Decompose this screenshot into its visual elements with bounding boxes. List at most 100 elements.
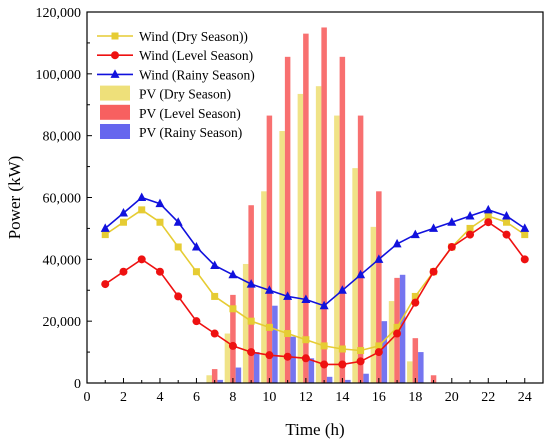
point-1-hour-7 [211,292,219,300]
bar-1-hour-18 [407,361,413,383]
point-3-hour-18 [410,229,420,239]
bar-1-hour-8 [224,333,231,383]
point-2-hour-17 [393,329,402,338]
bar-3-hour-15 [363,373,369,383]
point-3-hour-2 [118,207,128,217]
point-2-hour-1 [101,280,110,289]
point-3-hour-20 [447,217,457,226]
point-1-hour-13 [320,342,328,350]
x-tick-label-18: 18 [408,390,422,405]
point-2-hour-22 [484,218,493,227]
point-3-hour-1 [100,223,110,232]
bar-3-hour-13 [326,376,333,383]
x-tick-label-16: 16 [372,390,386,405]
bar-2-hour-10 [266,115,273,383]
bar-3-hour-18 [418,352,424,383]
bar-2-hour-12 [303,33,309,384]
bar-3-hour-14 [345,379,351,383]
point-3-hour-19 [429,223,439,232]
bar-2-hour-7 [211,369,218,383]
bar-2-hour-14 [339,56,346,384]
legend-label-2: Wind (Level Season) [139,48,253,63]
y-tick-label-40000: 40,000 [43,253,82,268]
y-tick-label-0: 0 [74,377,81,392]
bar-1-hour-17 [388,301,395,383]
x-tick-label-2: 2 [120,390,127,405]
point-3-hour-23 [502,211,512,220]
point-3-hour-11 [283,291,293,300]
bar-2-hour-11 [284,56,291,384]
bar-2-hour-13 [321,27,327,383]
bar-2-hour-8 [230,294,236,383]
x-tick-label-20: 20 [445,390,459,405]
point-3-hour-9 [246,279,256,288]
bar-3-hour-12 [308,358,315,383]
bar-1-hour-7 [206,375,212,383]
point-1-hour-3 [138,206,146,214]
bar-1-hour-12 [297,93,304,383]
point-2-hour-18 [411,298,420,307]
point-1-hour-9 [247,317,255,325]
x-tick-label-4: 4 [156,390,163,405]
point-1-hour-6 [192,268,200,276]
legend-swatch-4 [100,85,130,101]
legend-label-4: PV (Dry Season) [139,87,231,102]
point-2-hour-16 [374,348,383,357]
bar-1-hour-9 [242,263,249,383]
point-2-hour-5 [174,292,183,301]
x-tick-label-0: 0 [84,390,91,405]
lines-layer [100,192,530,369]
point-1-hour-4 [156,218,164,226]
bar-3-hour-11 [290,336,296,383]
point-1-hour-17 [393,323,401,331]
point-2-hour-9 [247,348,256,357]
legend-label-5: PV (Level Season) [139,106,241,121]
point-1-hour-12 [302,336,310,344]
point-2-hour-7 [210,329,219,338]
bar-1-hour-14 [334,115,340,383]
point-1-hour-11 [284,330,292,338]
legend-marker-2 [111,51,119,60]
point-2-hour-11 [283,352,292,361]
point-1-hour-8 [229,305,237,313]
point-3-hour-7 [210,260,220,270]
legend: Wind (Dry Season)) Wind (Level Season) Win… [97,29,255,140]
point-3-hour-14 [337,285,347,294]
point-1-hour-5 [174,243,182,251]
point-3-hour-6 [191,241,201,251]
point-3-hour-22 [483,204,493,214]
point-2-hour-12 [301,354,310,363]
y-axis-title: Power (kW) [5,156,24,240]
bar-3-hour-17 [399,274,406,383]
bar-1-hour-16 [370,226,377,383]
bar-2-hour-15 [357,115,364,383]
legend-label-3: Wind (Rainy Season) [139,67,255,82]
y-tick-label-20000: 20,000 [43,315,82,330]
point-3-hour-16 [374,254,384,263]
point-1-hour-16 [375,342,383,350]
point-2-hour-2 [119,267,128,276]
point-1-hour-10 [265,323,273,331]
point-2-hour-15 [356,357,365,366]
legend-swatch-6 [100,124,130,139]
point-3-hour-13 [319,300,329,310]
point-1-hour-2 [119,218,127,226]
bar-3-hour-9 [253,352,260,383]
x-tick-label-6: 6 [193,390,200,405]
point-2-hour-10 [265,351,274,360]
x-tick-label-24: 24 [518,390,532,405]
point-3-hour-15 [356,269,366,279]
bar-1-hour-13 [315,86,322,383]
point-3-hour-17 [392,238,402,248]
point-2-hour-24 [520,255,529,264]
y-tick-label-80000: 80,000 [43,130,82,145]
point-2-hour-4 [155,267,164,276]
bar-2-hour-18 [412,338,419,383]
point-2-hour-8 [228,341,237,350]
bar-2-hour-19 [430,375,437,383]
legend-label-1: Wind (Dry Season)) [139,29,248,44]
point-3-hour-8 [228,269,238,279]
bars-layer [206,27,437,384]
